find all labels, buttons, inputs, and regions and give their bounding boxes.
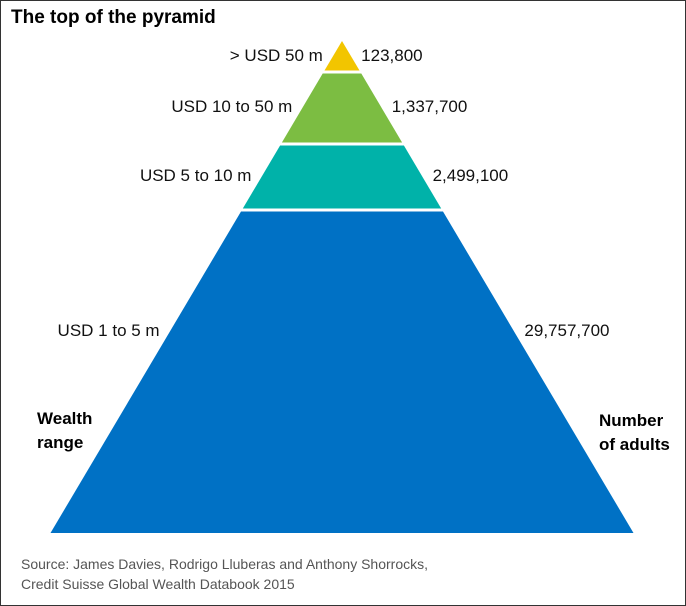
pyramid-tier-1 [281,73,403,143]
source-line-1: Source: James Davies, Rodrigo Lluberas a… [21,556,428,572]
source-line-2: Credit Suisse Global Wealth Databook 201… [21,576,295,592]
pyramid-tier-0 [324,41,360,71]
tier-range-label: USD 1 to 5 m [57,321,160,340]
tier-range-label: USD 5 to 10 m [139,166,252,185]
pyramid-tier-2 [242,145,442,209]
pyramid-tier-3 [50,211,634,533]
tier-adults-label: 2,499,100 [432,166,509,185]
tier-adults-label: 123,800 [361,45,423,65]
wealth-range-line-1: Wealth [37,409,93,428]
tier-range-label: > USD 50 m [229,45,323,65]
number-of-adults-label: Number of adults [599,409,670,457]
number-of-adults-line-1: Number [599,411,664,430]
tier-range-label: USD 10 to 50 m [171,97,293,116]
wealth-range-line-2: range [37,433,84,452]
tier-adults-label: 1,337,700 [391,97,468,116]
chart-title: The top of the pyramid [11,7,216,28]
number-of-adults-line-2: of adults [599,435,670,454]
tier-adults-label: 29,757,700 [524,321,610,340]
source-note: Source: James Davies, Rodrigo Lluberas a… [21,554,428,594]
wealth-range-label: Wealth range [37,407,92,455]
